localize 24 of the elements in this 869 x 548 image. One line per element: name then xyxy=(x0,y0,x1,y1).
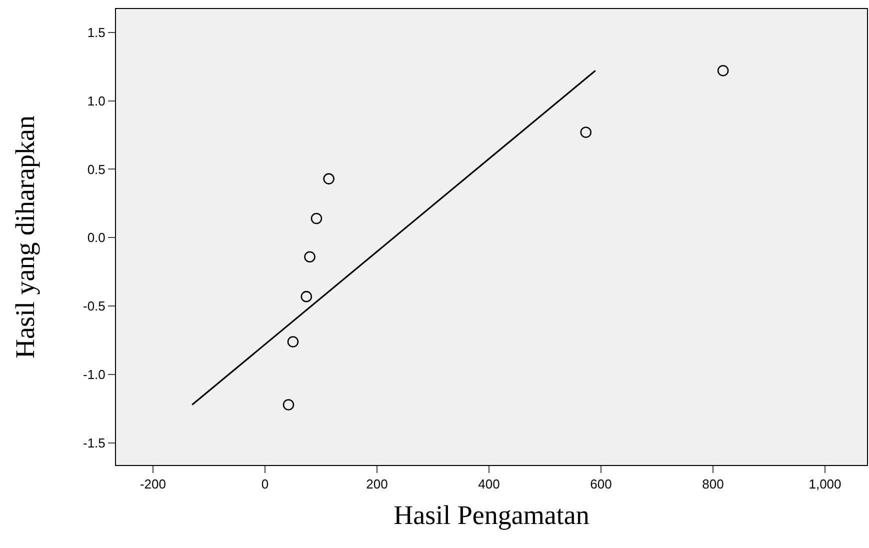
y-tick-label: -1.5 xyxy=(82,436,106,451)
y-tick-label: 0.0 xyxy=(87,230,106,246)
x-tick-label: 800 xyxy=(702,476,724,492)
x-tick-label: 0 xyxy=(261,476,269,492)
x-tick-label: -200 xyxy=(140,476,166,492)
point xyxy=(287,336,299,348)
point xyxy=(304,251,316,263)
y-tick-label: 1.0 xyxy=(87,93,106,108)
point xyxy=(282,399,294,410)
x-tick-label: 200 xyxy=(366,476,388,492)
x-tick-label: 1,000 xyxy=(808,476,842,492)
point xyxy=(717,64,729,76)
y-tick-label: 1.5 xyxy=(87,24,106,40)
y-tick-label: -0.5 xyxy=(82,298,106,314)
y-tick-label: -1.0 xyxy=(82,367,106,382)
point xyxy=(310,212,322,224)
point xyxy=(300,290,312,302)
point xyxy=(580,126,592,138)
y-tick-label: 0.5 xyxy=(87,162,106,177)
x-tick-label: 600 xyxy=(590,476,612,492)
y-axis-title: Hasil yang diharapkan xyxy=(10,115,40,358)
x-tick-label: 400 xyxy=(478,476,500,492)
point xyxy=(323,173,334,184)
x-axis-title: Hasil Pengamatan xyxy=(394,500,590,530)
